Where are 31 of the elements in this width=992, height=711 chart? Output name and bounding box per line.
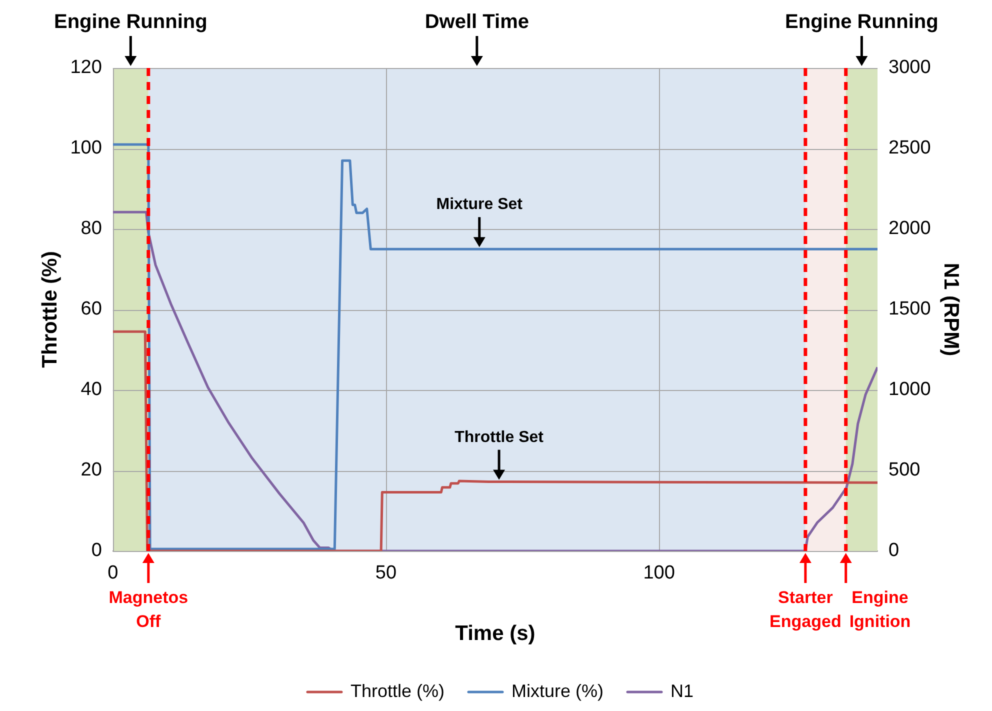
- ref-line-label: Magnetos Off: [108, 588, 188, 631]
- y-tick-label: 60: [80, 298, 102, 320]
- legend-label: Mixture (%): [512, 680, 604, 701]
- y-tick-label: 120: [70, 57, 102, 78]
- band-label: Engine Running: [54, 11, 208, 33]
- y2-tick-label: 1500: [888, 298, 931, 320]
- y2-tick-label: 1000: [888, 379, 931, 400]
- ref-line-label: Starter Engaged: [770, 588, 842, 631]
- y-tick-label: 100: [70, 138, 102, 159]
- y2-tick-label: 2000: [888, 218, 931, 240]
- y2-tick-label: 3000: [888, 57, 931, 78]
- x-tick-label: 50: [375, 562, 397, 584]
- x-tick-label: 0: [108, 562, 118, 584]
- annotation: Mixture Set: [436, 196, 524, 214]
- y-tick-label: 40: [80, 379, 102, 400]
- y2-tick-label: 500: [888, 460, 920, 481]
- y2-tick-label: 2500: [888, 138, 931, 159]
- ref-line-label: Engine Ignition: [849, 588, 911, 631]
- legend-label: N1: [670, 680, 694, 701]
- annotation: Throttle Set: [454, 428, 544, 446]
- legend-label: Throttle (%): [350, 680, 445, 701]
- band-label: Dwell Time: [424, 11, 529, 33]
- y2-tick-label: 0: [888, 540, 900, 562]
- y-tick-label: 80: [80, 218, 102, 240]
- band-label: Engine Running: [785, 11, 938, 33]
- y-tick-label: 20: [80, 460, 102, 481]
- y-tick-label: 0: [91, 540, 102, 562]
- x-axis-title: Time (s): [455, 622, 536, 646]
- y2-axis-title: N1 (RPM): [940, 262, 963, 356]
- x-tick-label: 100: [643, 562, 675, 584]
- y-axis-title: Throttle (%): [38, 251, 62, 368]
